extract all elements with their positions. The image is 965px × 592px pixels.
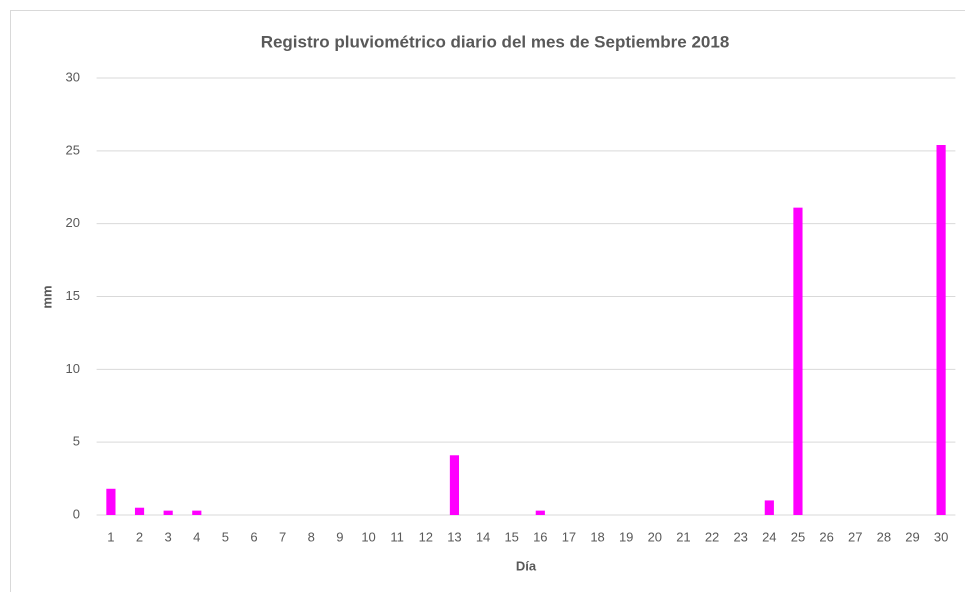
x-tick-label: 27 bbox=[848, 529, 862, 544]
bar bbox=[134, 507, 145, 515]
x-tick-label: 1 bbox=[107, 529, 114, 544]
x-tick-label: 7 bbox=[279, 529, 286, 544]
bar bbox=[449, 455, 460, 515]
x-tick-label: 4 bbox=[193, 529, 200, 544]
x-tick-label: 12 bbox=[419, 529, 433, 544]
x-tick-label: 2 bbox=[136, 529, 143, 544]
x-tick-label: 14 bbox=[476, 529, 490, 544]
y-tick-label: 25 bbox=[66, 142, 80, 157]
y-tick-label: 20 bbox=[66, 215, 80, 230]
bar bbox=[793, 207, 803, 516]
bar bbox=[192, 510, 202, 515]
x-tick-label: 22 bbox=[705, 529, 719, 544]
x-tick-label: 6 bbox=[250, 529, 257, 544]
x-tick-label: 11 bbox=[390, 529, 404, 544]
y-tick-label: 10 bbox=[66, 361, 80, 376]
y-tick-label: 15 bbox=[66, 288, 80, 303]
x-tick-label: 21 bbox=[676, 529, 690, 544]
x-tick-label: 28 bbox=[877, 529, 891, 544]
chart-title: Registro pluviométrico diario del mes de… bbox=[261, 32, 730, 51]
x-tick-label: 24 bbox=[762, 529, 776, 544]
x-tick-label: 23 bbox=[733, 529, 747, 544]
x-tick-label: 15 bbox=[504, 529, 518, 544]
x-axis-label: Día bbox=[516, 558, 537, 573]
bar bbox=[163, 510, 173, 515]
bar bbox=[106, 488, 116, 515]
bar bbox=[535, 510, 545, 515]
x-tick-label: 10 bbox=[361, 529, 375, 544]
y-tick-label: 30 bbox=[66, 69, 80, 84]
x-tick-label: 17 bbox=[562, 529, 576, 544]
x-tick-label: 9 bbox=[336, 529, 343, 544]
x-tick-label: 18 bbox=[590, 529, 604, 544]
x-tick-label: 26 bbox=[819, 529, 833, 544]
bar bbox=[764, 500, 774, 515]
x-tick-label: 13 bbox=[447, 529, 461, 544]
x-tick-label: 3 bbox=[165, 529, 172, 544]
x-tick-label: 16 bbox=[533, 529, 547, 544]
x-tick-label: 5 bbox=[222, 529, 229, 544]
x-tick-label: 30 bbox=[934, 529, 948, 544]
x-tick-label: 29 bbox=[905, 529, 919, 544]
x-tick-label: 25 bbox=[791, 529, 805, 544]
y-axis-label: mm bbox=[39, 285, 54, 308]
x-tick-label: 8 bbox=[308, 529, 315, 544]
chart-border bbox=[10, 10, 965, 592]
x-tick-label: 20 bbox=[648, 529, 662, 544]
y-tick-label: 5 bbox=[73, 434, 80, 449]
y-tick-label: 0 bbox=[73, 506, 80, 521]
bar bbox=[936, 145, 946, 516]
x-tick-label: 19 bbox=[619, 529, 633, 544]
